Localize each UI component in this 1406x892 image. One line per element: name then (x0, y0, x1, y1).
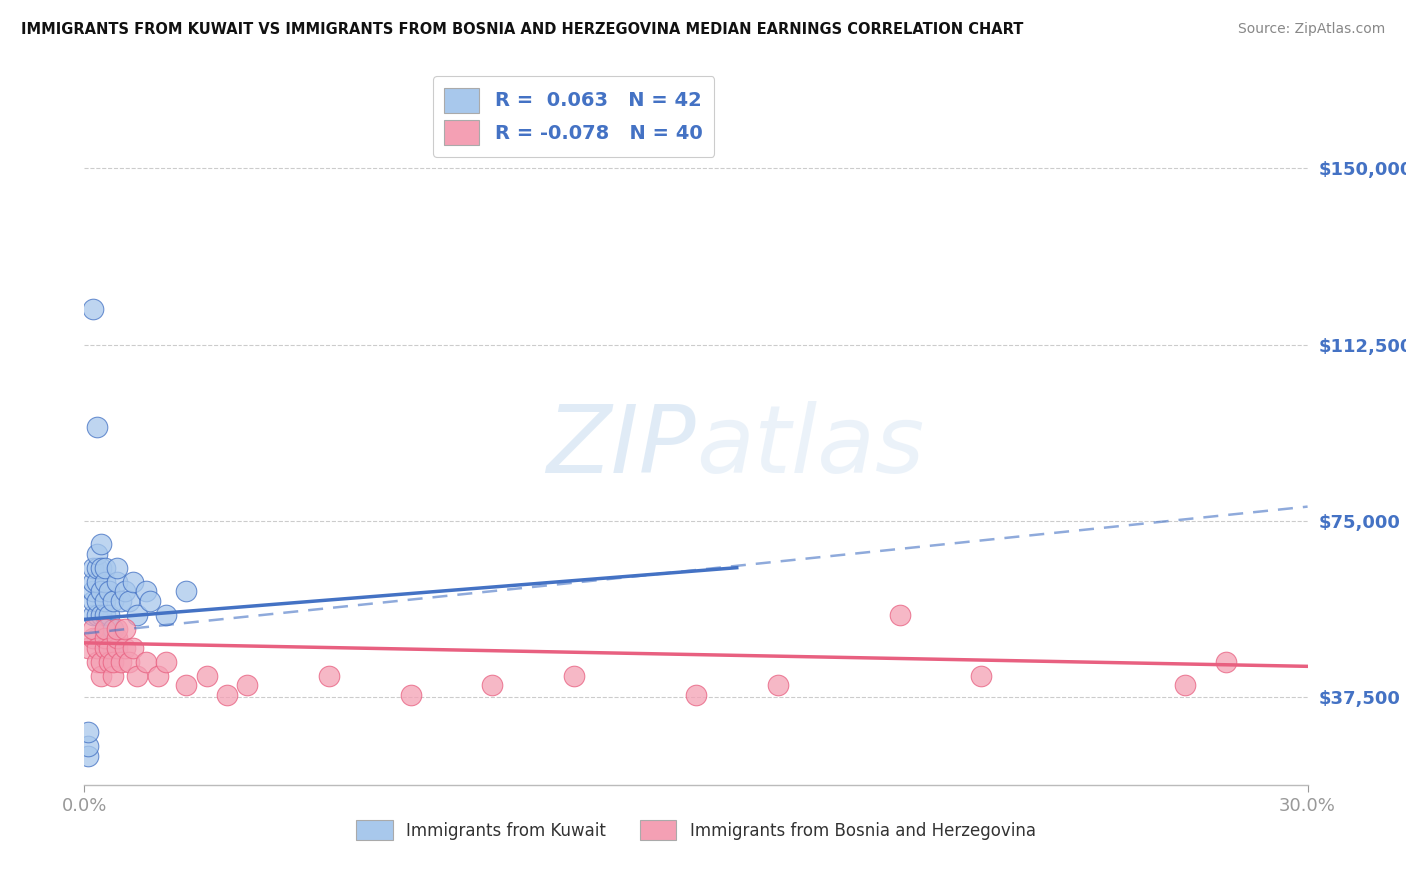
Point (82, 302, 104, 317)
Point (399, 688, 422, 702)
Point (105, 560, 128, 574)
Point (86, 593, 108, 607)
Point (101, 640, 124, 655)
Point (90, 655, 112, 669)
Point (77, 725, 100, 739)
Point (93, 574, 115, 589)
Point (90, 537, 112, 551)
Point (105, 574, 128, 589)
Point (135, 655, 157, 669)
Point (93, 631, 115, 645)
Text: Source: ZipAtlas.com: Source: ZipAtlas.com (1237, 22, 1385, 37)
Point (110, 655, 132, 669)
Point (146, 669, 169, 683)
Point (122, 574, 145, 589)
Point (86, 419, 108, 434)
Point (82, 631, 104, 645)
Point (766, 678, 789, 692)
Point (90, 669, 112, 683)
Point (174, 678, 197, 692)
Point (101, 593, 124, 607)
Point (82, 574, 104, 589)
Point (118, 593, 141, 607)
Text: IMMIGRANTS FROM KUWAIT VS IMMIGRANTS FROM BOSNIA AND HERZEGOVINA MEDIAN EARNINGS: IMMIGRANTS FROM KUWAIT VS IMMIGRANTS FRO… (21, 22, 1024, 37)
Point (685, 688, 707, 702)
Point (77, 739, 100, 754)
Point (135, 584, 157, 599)
Point (101, 655, 124, 669)
Point (97, 607, 120, 622)
Point (105, 622, 128, 636)
Legend: Immigrants from Kuwait, Immigrants from Bosnia and Herzegovina: Immigrants from Kuwait, Immigrants from … (350, 814, 1042, 847)
Point (138, 593, 160, 607)
Point (82, 560, 104, 574)
Point (122, 640, 145, 655)
Point (127, 669, 149, 683)
Point (101, 622, 124, 636)
Point (97, 640, 120, 655)
Point (155, 607, 177, 622)
Point (97, 655, 120, 669)
Point (97, 631, 120, 645)
Point (82, 584, 104, 599)
Point (97, 584, 120, 599)
Point (114, 640, 136, 655)
Point (118, 655, 141, 669)
Point (90, 584, 112, 599)
Point (86, 607, 108, 622)
Point (86, 560, 108, 574)
Point (105, 631, 128, 645)
Point (86, 640, 108, 655)
Point (110, 593, 132, 607)
Point (90, 560, 112, 574)
Point (114, 622, 136, 636)
Point (82, 593, 104, 607)
Point (481, 678, 503, 692)
Text: atlas: atlas (696, 401, 924, 492)
Point (217, 688, 239, 702)
Point (90, 607, 112, 622)
Point (86, 547, 108, 561)
Point (1174, 678, 1197, 692)
Point (93, 560, 115, 574)
Point (86, 655, 108, 669)
Point (93, 607, 115, 622)
Point (101, 669, 124, 683)
Point (93, 622, 115, 636)
Point (155, 655, 177, 669)
Point (86, 631, 108, 645)
Point (127, 607, 149, 622)
Point (236, 678, 259, 692)
Point (562, 669, 585, 683)
Point (82, 622, 104, 636)
Point (93, 640, 115, 655)
Point (195, 669, 218, 683)
Point (86, 574, 108, 589)
Text: ZIP: ZIP (547, 401, 696, 492)
Point (77, 748, 100, 763)
Point (318, 669, 340, 683)
Point (889, 607, 911, 622)
Point (93, 622, 115, 636)
Point (970, 669, 993, 683)
Point (93, 593, 115, 607)
Point (105, 640, 128, 655)
Point (77, 640, 100, 655)
Point (1215, 655, 1237, 669)
Point (114, 584, 136, 599)
Point (174, 584, 197, 599)
Point (82, 607, 104, 622)
